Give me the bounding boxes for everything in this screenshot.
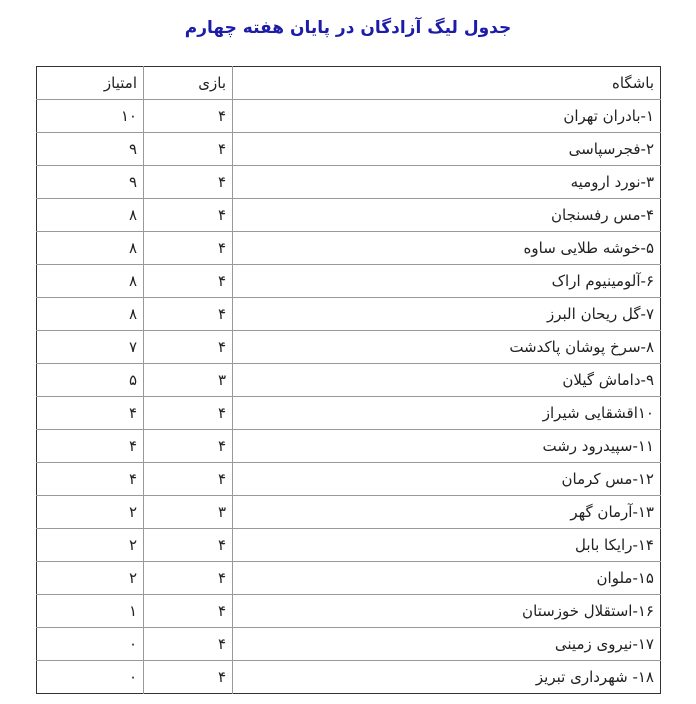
cell-points: ۵ [36,363,144,397]
cell-club: ۹-داماش گیلان [232,363,661,397]
table-row: ۱۵-ملوان ۴ ۲ [36,561,661,595]
table-row: ۹-داماش گیلان ۳ ۵ [36,363,661,397]
table-row: ۴-مس رفسنجان ۴ ۸ [36,198,661,232]
cell-club: ۱۰اقشقایی شیراز [232,396,661,430]
cell-points: ۱۰ [36,99,144,133]
cell-games: ۴ [143,594,233,628]
cell-points: ۹ [36,165,144,199]
cell-points: ۸ [36,297,144,331]
cell-club: ۲-فجرسپاسی [232,132,661,166]
cell-points: ۴ [36,462,144,496]
cell-points: ۸ [36,231,144,265]
cell-club: ۵-خوشه طلایی ساوه [232,231,661,265]
header-games: بازی [143,66,233,100]
page-title: جدول لیگ آزادگان در پایان هفته چهارم [184,18,512,38]
cell-games: ۴ [143,660,233,694]
cell-games: ۳ [143,363,233,397]
table-row: ۱۶-استقلال خوزستان ۴ ۱ [36,594,661,628]
table-row: ۱۳-آرمان گهر ۳ ۲ [36,495,661,529]
cell-games: ۴ [143,231,233,265]
cell-club: ۱۷-نیروی زمینی [232,627,661,661]
table-row: ۵-خوشه طلایی ساوه ۴ ۸ [36,231,661,265]
cell-points: ۴ [36,429,144,463]
table-row: ۶-آلومینیوم اراک ۴ ۸ [36,264,661,298]
cell-games: ۴ [143,132,233,166]
cell-games: ۴ [143,627,233,661]
cell-points: ۸ [36,198,144,232]
cell-games: ۴ [143,264,233,298]
table-row: ۱۴-رایکا بابل ۴ ۲ [36,528,661,562]
cell-points: ۲ [36,561,144,595]
cell-games: ۴ [143,99,233,133]
cell-points: ۸ [36,264,144,298]
cell-games: ۴ [143,396,233,430]
cell-points: ۰ [36,627,144,661]
cell-games: ۴ [143,429,233,463]
cell-points: ۹ [36,132,144,166]
table-row: ۱۷-نیروی زمینی ۴ ۰ [36,627,661,661]
header-club: باشگاه [232,66,661,100]
cell-points: ۷ [36,330,144,364]
cell-games: ۴ [143,198,233,232]
cell-club: ۷-گل ریحان البرز [232,297,661,331]
cell-points: ۰ [36,660,144,694]
cell-games: ۴ [143,297,233,331]
cell-club: ۱۱-سپیدرود رشت [232,429,661,463]
cell-points: ۱ [36,594,144,628]
cell-games: ۴ [143,462,233,496]
cell-club: ۱۳-آرمان گهر [232,495,661,529]
cell-club: ۱۶-استقلال خوزستان [232,594,661,628]
cell-games: ۴ [143,330,233,364]
table-row: ۷-گل ریحان البرز ۴ ۸ [36,297,661,331]
cell-games: ۳ [143,495,233,529]
table-row: ۱۱-سپیدرود رشت ۴ ۴ [36,429,661,463]
cell-club: ۱۴-رایکا بابل [232,528,661,562]
cell-points: ۲ [36,528,144,562]
cell-club: ۸-سرخ پوشان پاکدشت [232,330,661,364]
cell-games: ۴ [143,528,233,562]
table-row: ۱۰اقشقایی شیراز ۴ ۴ [36,396,661,430]
cell-club: ۱-بادران تهران [232,99,661,133]
cell-games: ۴ [143,561,233,595]
league-table: باشگاه بازی امتیاز ۱-بادران تهران ۴ ۱۰ ۲-فج… [36,66,661,694]
cell-games: ۴ [143,165,233,199]
table-row: ۱۲-مس کرمان ۴ ۴ [36,462,661,496]
header-points: امتیاز [103,74,137,92]
cell-points: ۴ [36,396,144,430]
table-row: ۳-نورد ارومیه ۴ ۹ [36,165,661,199]
cell-club: ۱۸- شهرداری تبریز [232,660,661,694]
table-header-row: باشگاه بازی امتیاز [37,66,661,100]
table-row: ۱-بادران تهران ۴ ۱۰ [36,99,661,133]
table-row: ۲-فجرسپاسی ۴ ۹ [36,132,661,166]
cell-club: ۴-مس رفسنجان [232,198,661,232]
cell-points: ۲ [36,495,144,529]
table-row: ۱۸- شهرداری تبریز ۴ ۰ [36,660,661,694]
cell-club: ۱۵-ملوان [232,561,661,595]
cell-club: ۶-آلومینیوم اراک [232,264,661,298]
cell-club: ۱۲-مس کرمان [232,462,661,496]
table-row: ۸-سرخ پوشان پاکدشت ۴ ۷ [36,330,661,364]
cell-club: ۳-نورد ارومیه [232,165,661,199]
